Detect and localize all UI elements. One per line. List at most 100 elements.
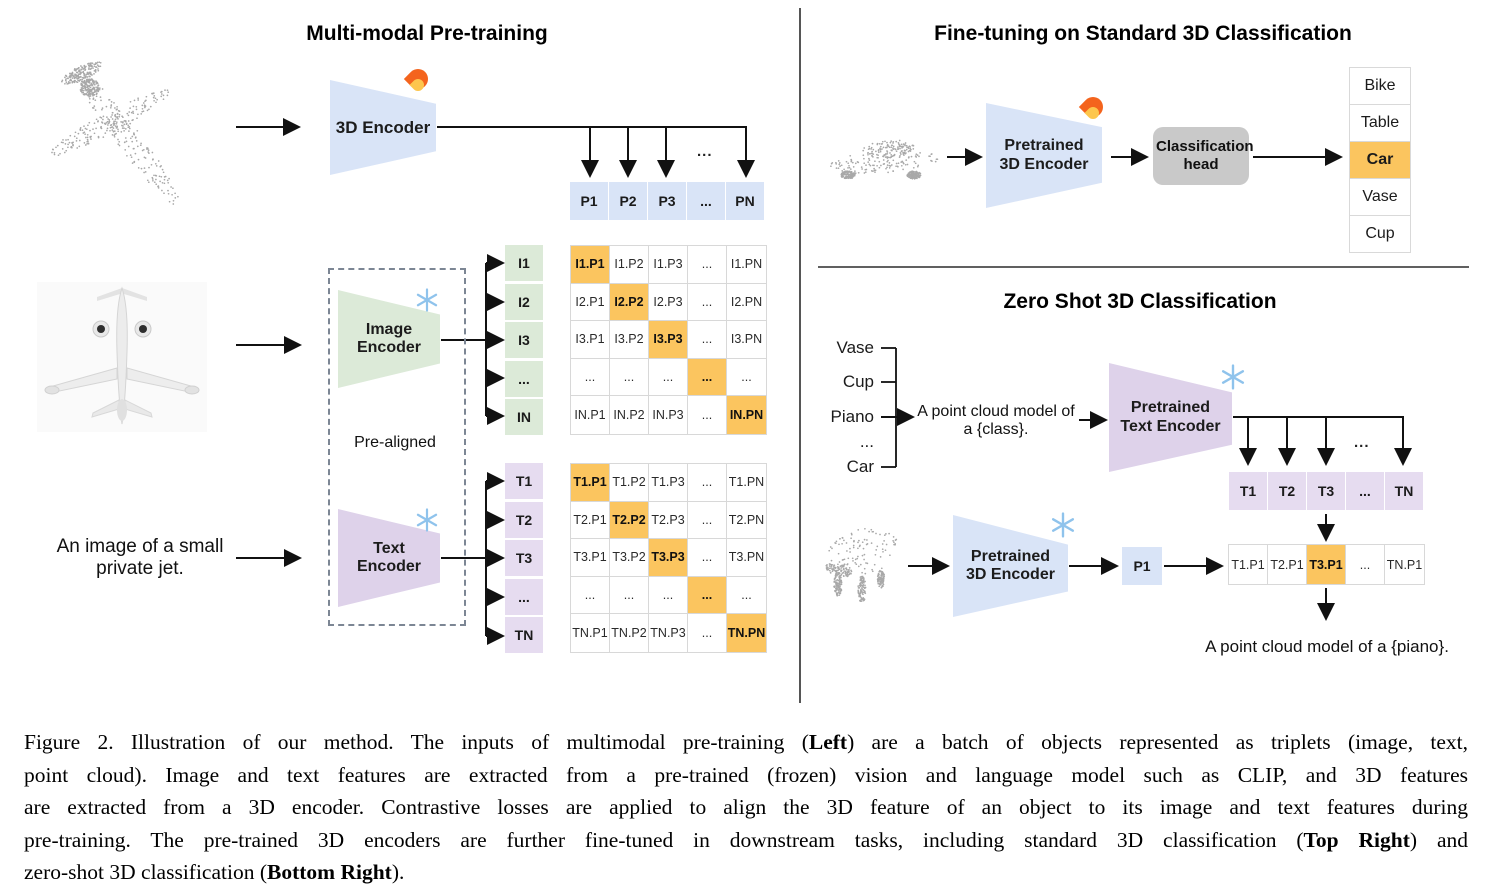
caption-line: point cloud). Image and text features ar… — [24, 759, 1468, 792]
matrix-cell: ... — [649, 577, 688, 615]
matrix-cell: I1.P3 — [649, 246, 688, 284]
matrix-cell: T1.P3 — [649, 464, 688, 502]
snowflake-icon — [1050, 512, 1076, 538]
similarity-cell: ... — [1346, 545, 1385, 584]
p-feature-row: P1 P2 P3... PN — [570, 182, 764, 220]
branch-ellipsis: ... — [697, 143, 713, 160]
p1-label: P1 — [1133, 558, 1150, 574]
matrix-cell: ... — [688, 539, 727, 577]
matrix-cell: IN.P1 — [571, 396, 610, 434]
t-feature-cell: TN — [1385, 472, 1423, 510]
class-row: Vase — [1350, 179, 1410, 216]
car-point-cloud — [826, 128, 944, 188]
matrix-cell: IN.PN — [727, 396, 766, 434]
matrix-cell: I3.PN — [727, 321, 766, 359]
snowflake-icon — [1220, 364, 1246, 390]
class-list: Bike Table Car Vase Cup — [1349, 67, 1411, 253]
matrix-cell: T2.P3 — [649, 502, 688, 540]
prompt-line1: A point cloud model of — [906, 403, 1086, 421]
matrix-cell: I2.PN — [727, 284, 766, 322]
matrix-cell: ... — [571, 577, 610, 615]
similarity-cell: TN.P1 — [1385, 545, 1424, 584]
matrix-cell: ... — [610, 359, 649, 397]
matrix-cell: I2.P2 — [610, 284, 649, 322]
matrix-cell: IN.P3 — [649, 396, 688, 434]
caption-bold-text: Left — [809, 730, 847, 754]
matrix-cell: T1.PN — [727, 464, 766, 502]
matrix-cell: T2.PN — [727, 502, 766, 540]
class-row: Bike — [1350, 68, 1410, 105]
caption-bold-text: Bottom Right — [267, 860, 392, 884]
similarity-cell: T3.P1 — [1307, 545, 1346, 584]
matrix-cell: T1.P1 — [571, 464, 610, 502]
matrix-cell: TN.P3 — [649, 614, 688, 652]
feature-label-cell: T3 — [505, 540, 543, 576]
p-feature-cell: P3 — [648, 182, 686, 220]
matrix-cell: ... — [688, 502, 727, 540]
t-feature-cell: T1 — [1229, 472, 1267, 510]
matrix-cell: I3.P3 — [649, 321, 688, 359]
zeroshot-title: Zero Shot 3D Classification — [1003, 290, 1276, 314]
pretrained-3d-encoder-zs-label: Pretrained 3D Encoder — [963, 548, 1059, 585]
result-text: A point cloud model of a {piano}. — [1187, 637, 1467, 657]
matrix-cell: ... — [688, 577, 727, 615]
t-feature-cell: T2 — [1268, 472, 1306, 510]
similarity-row: T1.P1 T2.P1 T3.P1... TN.P1 — [1228, 544, 1425, 585]
caption-text: ) are a batch of objects represented as … — [847, 730, 1468, 754]
caption-bold-text: Top Right — [1304, 828, 1410, 852]
p-feature-cell: P1 — [570, 182, 608, 220]
similarity-cell: T2.P1 — [1268, 545, 1307, 584]
t-feature-cell: ... — [1346, 472, 1384, 510]
matrix-cell: ... — [649, 359, 688, 397]
matrix-cell: T1.P2 — [610, 464, 649, 502]
matrix-cell: TN.P1 — [571, 614, 610, 652]
matrix-cell: ... — [727, 359, 766, 397]
snowflake-icon — [415, 508, 439, 532]
text-point-similarity-matrix: T1.P1 T1.P2 T1.P3... T1.PN T2.P1 T2.P2 T2.P3..… — [570, 463, 767, 653]
matrix-cell: ... — [688, 396, 727, 434]
matrix-cell: TN.PN — [727, 614, 766, 652]
matrix-cell: ... — [571, 359, 610, 397]
matrix-cell: ... — [727, 577, 766, 615]
matrix-cell: I3.P1 — [571, 321, 610, 359]
matrix-cell: I1.P1 — [571, 246, 610, 284]
piano-point-cloud — [818, 522, 910, 612]
caption-text: ). — [392, 860, 405, 884]
zs-class-label: Car — [847, 457, 874, 477]
caption-text: ) and — [1410, 828, 1468, 852]
feature-label-cell: T1 — [505, 463, 543, 499]
feature-label-cell: TN — [505, 617, 543, 653]
matrix-cell: ... — [688, 359, 727, 397]
feature-label-cell: I3 — [505, 322, 543, 358]
matrix-cell: ... — [688, 464, 727, 502]
class-row: Car — [1350, 142, 1410, 179]
similarity-cell: T1.P1 — [1229, 545, 1268, 584]
finetune-title: Fine-tuning on Standard 3D Classificatio… — [934, 22, 1352, 46]
paper-figure: Multi-modal Pre-training 3D Encoder ... … — [0, 0, 1490, 888]
matrix-cell: I2.P3 — [649, 284, 688, 322]
matrix-cell: I1.PN — [727, 246, 766, 284]
3d-encoder-label: 3D Encoder — [336, 118, 430, 138]
matrix-cell: I2.P1 — [571, 284, 610, 322]
p-feature-cell: ... — [687, 182, 725, 220]
matrix-cell: IN.P2 — [610, 396, 649, 434]
zs-class-label: ... — [860, 432, 874, 452]
caption-line: are extracted from a 3D encoder. Contras… — [24, 791, 1468, 824]
caption-text: pre-training. The pre-trained 3D encoder… — [24, 828, 1304, 852]
pretraining-title: Multi-modal Pre-training — [306, 22, 548, 46]
image-encoder-label: Image Encoder — [354, 321, 424, 358]
matrix-cell: T3.P3 — [649, 539, 688, 577]
classification-head-block: Classification head — [1153, 127, 1249, 185]
p1-feature-cell: P1 — [1122, 547, 1162, 585]
zs-class-label: Piano — [831, 407, 874, 427]
prompt-text: A point cloud model of a {class}. — [906, 403, 1086, 439]
matrix-cell: T3.P2 — [610, 539, 649, 577]
classification-head-label: Classification head — [1156, 138, 1246, 174]
matrix-cell: TN.P2 — [610, 614, 649, 652]
caption-line: Figure 2. Illustration of our method. Th… — [24, 726, 1468, 759]
image-text-caption-line2: private jet. — [20, 558, 260, 580]
feature-label-cell: I2 — [505, 284, 543, 320]
matrix-cell: T3.P1 — [571, 539, 610, 577]
caption-text: zero-shot 3D classification ( — [24, 860, 267, 884]
feature-label-cell: I1 — [505, 245, 543, 281]
